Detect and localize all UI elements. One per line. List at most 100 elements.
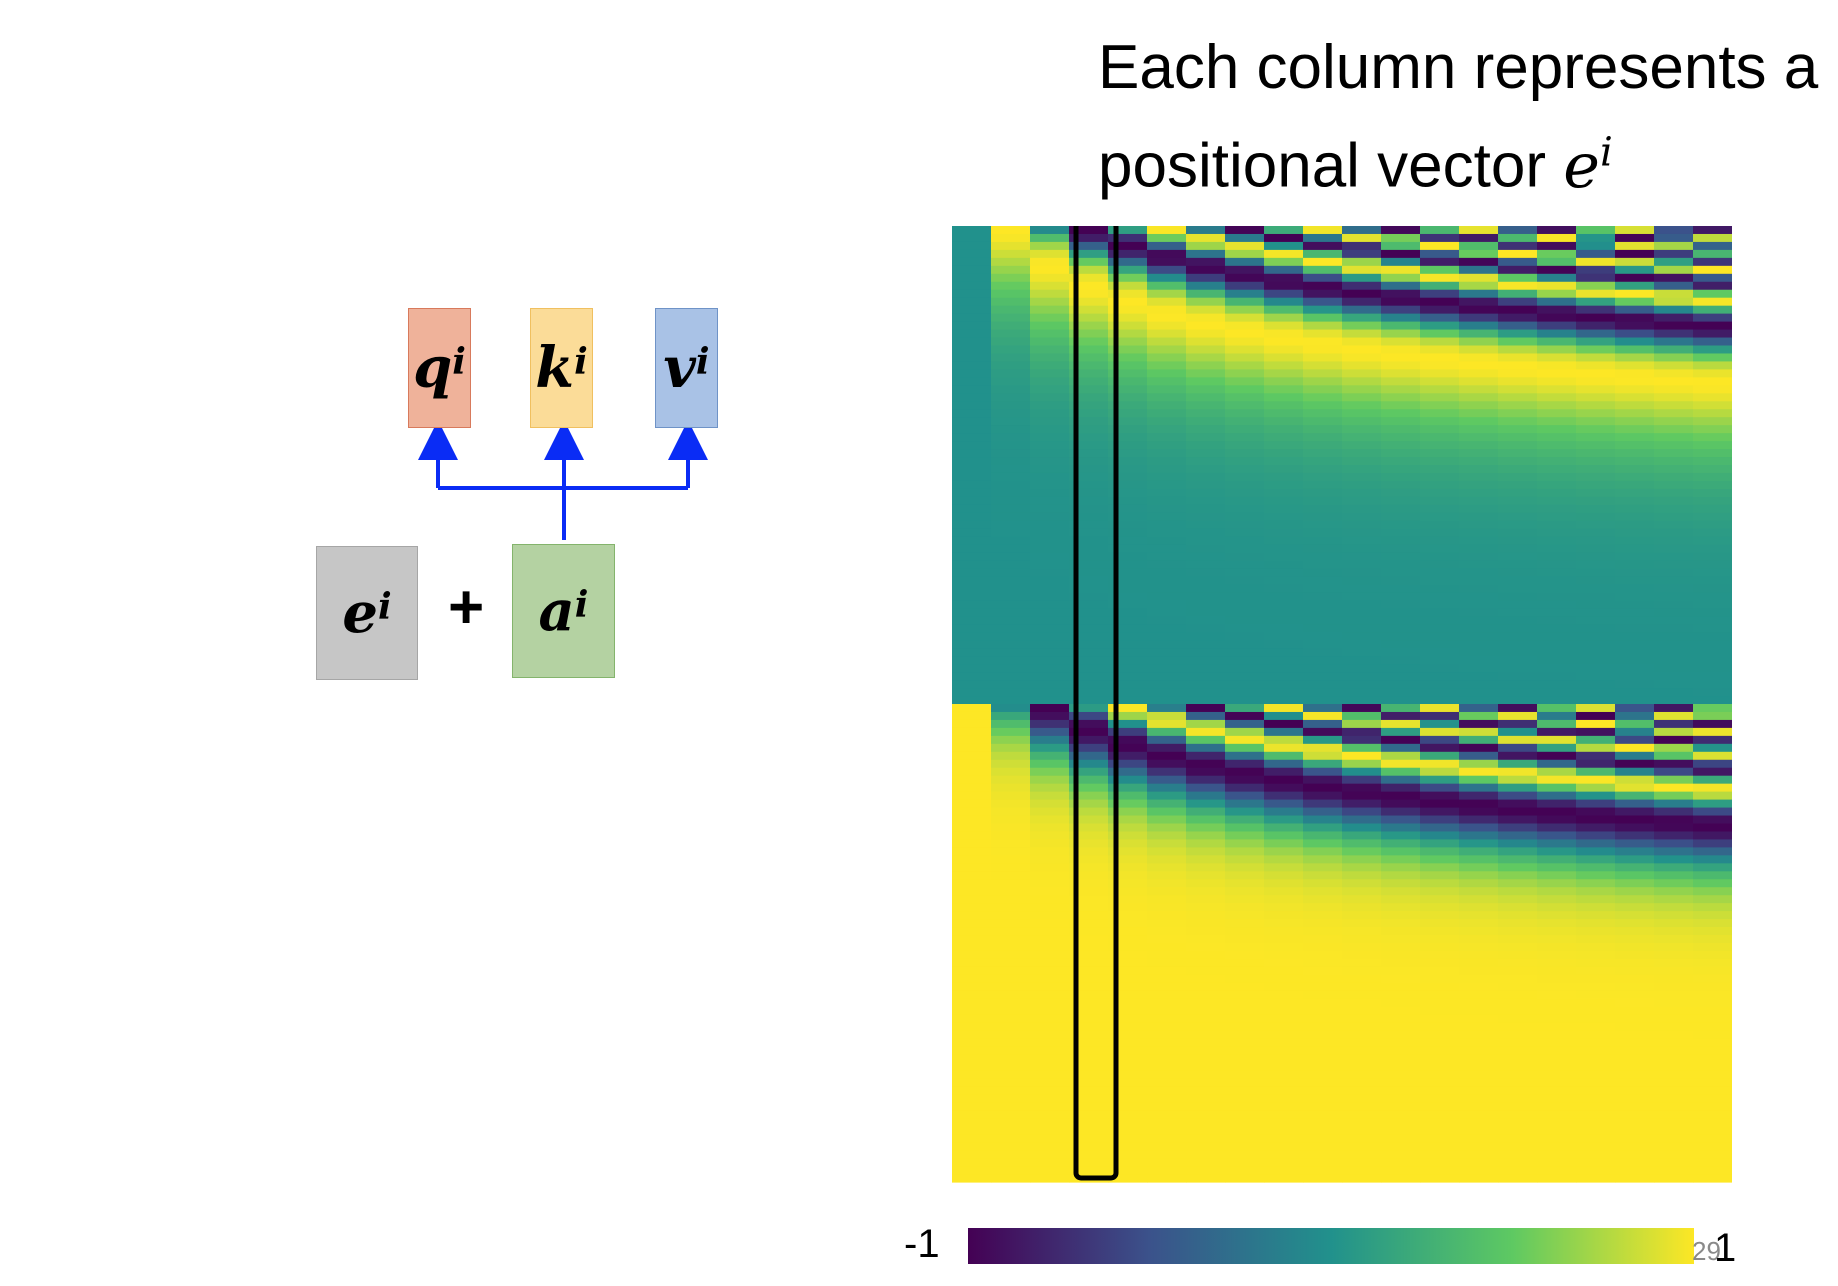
heatmap-cell bbox=[1303, 616, 1343, 625]
heatmap-cell bbox=[1108, 823, 1148, 833]
heatmap-cell bbox=[1498, 226, 1538, 235]
heatmap-cell bbox=[1381, 799, 1421, 809]
heatmap-cell bbox=[1615, 576, 1655, 586]
heatmap-cell bbox=[1537, 680, 1577, 689]
heatmap-cell bbox=[1459, 281, 1499, 291]
heatmap-cell bbox=[1498, 990, 1538, 1000]
heatmap-cell bbox=[1498, 664, 1538, 673]
heatmap-cell bbox=[1108, 775, 1148, 785]
heatmap-cell bbox=[1108, 656, 1148, 665]
heatmap-cell bbox=[1030, 688, 1070, 697]
heatmap-cell bbox=[1342, 1062, 1382, 1072]
heatmap-cell bbox=[991, 592, 1031, 602]
heatmap-cell bbox=[1030, 385, 1070, 394]
heatmap-cell bbox=[1654, 552, 1694, 562]
heatmap-cell bbox=[1654, 1150, 1694, 1159]
heatmap-cell bbox=[1654, 544, 1694, 554]
heatmap-cell bbox=[1342, 1078, 1382, 1087]
heatmap-cell bbox=[1381, 560, 1421, 570]
heatmap-cell bbox=[1030, 767, 1070, 777]
heatmap-cell bbox=[1654, 480, 1694, 490]
heatmap-cell bbox=[1108, 353, 1148, 363]
heatmap-cell bbox=[1069, 791, 1109, 801]
heatmap-cell bbox=[1264, 1046, 1304, 1056]
heatmap-cell bbox=[1381, 871, 1421, 880]
heatmap-cell bbox=[1381, 743, 1421, 753]
heatmap-cell bbox=[1459, 767, 1499, 777]
heatmap-cell bbox=[1069, 656, 1109, 665]
heatmap-cell bbox=[952, 799, 992, 809]
heatmap-cell bbox=[1186, 887, 1226, 896]
heatmap-cell bbox=[1693, 273, 1732, 283]
heatmap-cell bbox=[1147, 480, 1187, 490]
heatmap-cell bbox=[1654, 1006, 1694, 1016]
heatmap-cell bbox=[1693, 257, 1732, 267]
heatmap-cell bbox=[1537, 441, 1577, 450]
heatmap-cell bbox=[1615, 297, 1655, 307]
heatmap-cell bbox=[1459, 911, 1499, 920]
heatmap-cell bbox=[1693, 871, 1732, 880]
heatmap-cell bbox=[1576, 1174, 1616, 1183]
heatmap-cell bbox=[1381, 719, 1421, 729]
heatmap-cell bbox=[1693, 313, 1732, 323]
heatmap-cell bbox=[1225, 1006, 1265, 1016]
heatmap-cell bbox=[1498, 337, 1538, 347]
heatmap-cell bbox=[1381, 1062, 1421, 1072]
heatmap-cell bbox=[1264, 257, 1304, 267]
heatmap-cell bbox=[1459, 1070, 1499, 1080]
heatmap-cell bbox=[952, 895, 992, 904]
heatmap-cell bbox=[1537, 767, 1577, 777]
heatmap-cell bbox=[1147, 656, 1187, 665]
heatmap-cell bbox=[952, 990, 992, 1000]
heatmap-cell bbox=[1615, 1126, 1655, 1135]
heatmap-cell bbox=[1342, 1046, 1382, 1056]
heatmap-cell bbox=[1069, 927, 1109, 936]
heatmap-cell bbox=[1303, 1054, 1343, 1064]
heatmap-cell bbox=[1108, 1086, 1148, 1095]
heatmap-cell bbox=[1147, 265, 1187, 275]
heatmap-cell bbox=[1264, 226, 1304, 235]
heatmap-cell bbox=[1030, 465, 1070, 474]
heatmap-cell bbox=[1498, 998, 1538, 1008]
heatmap-cell bbox=[1459, 257, 1499, 267]
heatmap-cell bbox=[1147, 608, 1187, 617]
heatmap-cell bbox=[1342, 257, 1382, 267]
heatmap-cell bbox=[1186, 704, 1226, 713]
heatmap-cell bbox=[1420, 735, 1460, 745]
heatmap-cell bbox=[952, 345, 992, 355]
heatmap-cell bbox=[1108, 919, 1148, 928]
heatmap-cell bbox=[1303, 783, 1343, 793]
heatmap-cell bbox=[1459, 743, 1499, 753]
heatmap-cell bbox=[1342, 775, 1382, 785]
heatmap-cell bbox=[1654, 568, 1694, 578]
heatmap-cell bbox=[1576, 441, 1616, 450]
heatmap-cell bbox=[1264, 297, 1304, 307]
heatmap-cell bbox=[1381, 990, 1421, 1000]
heatmap-cell bbox=[952, 465, 992, 474]
heatmap-cell bbox=[1303, 903, 1343, 912]
heatmap-cell bbox=[1420, 680, 1460, 689]
heatmap-cell bbox=[1381, 1126, 1421, 1135]
heatmap-cell bbox=[1186, 1110, 1226, 1119]
heatmap-cell bbox=[1693, 1126, 1732, 1135]
heatmap-cell bbox=[952, 1070, 992, 1080]
heatmap-cell bbox=[1225, 265, 1265, 275]
heatmap-cell bbox=[1654, 1174, 1694, 1183]
heatmap-cell bbox=[1381, 297, 1421, 307]
heatmap-cell bbox=[1459, 249, 1499, 259]
heatmap-cell bbox=[1303, 568, 1343, 578]
heatmap-cell bbox=[1186, 592, 1226, 602]
heatmap-cell bbox=[1264, 1014, 1304, 1024]
heatmap-cell bbox=[1069, 680, 1109, 689]
heatmap-cell bbox=[1069, 1118, 1109, 1127]
heatmap-cell bbox=[991, 369, 1031, 378]
heatmap-cell bbox=[1498, 257, 1538, 267]
heatmap-cell bbox=[1108, 648, 1148, 657]
heatmap-cell bbox=[1303, 297, 1343, 307]
heatmap-cell bbox=[991, 305, 1031, 315]
heatmap-cell bbox=[1108, 672, 1148, 681]
heatmap-cell bbox=[1381, 480, 1421, 490]
heatmap-cell bbox=[1342, 425, 1382, 434]
heatmap-cell bbox=[1225, 385, 1265, 394]
heatmap-cell bbox=[1420, 472, 1460, 482]
